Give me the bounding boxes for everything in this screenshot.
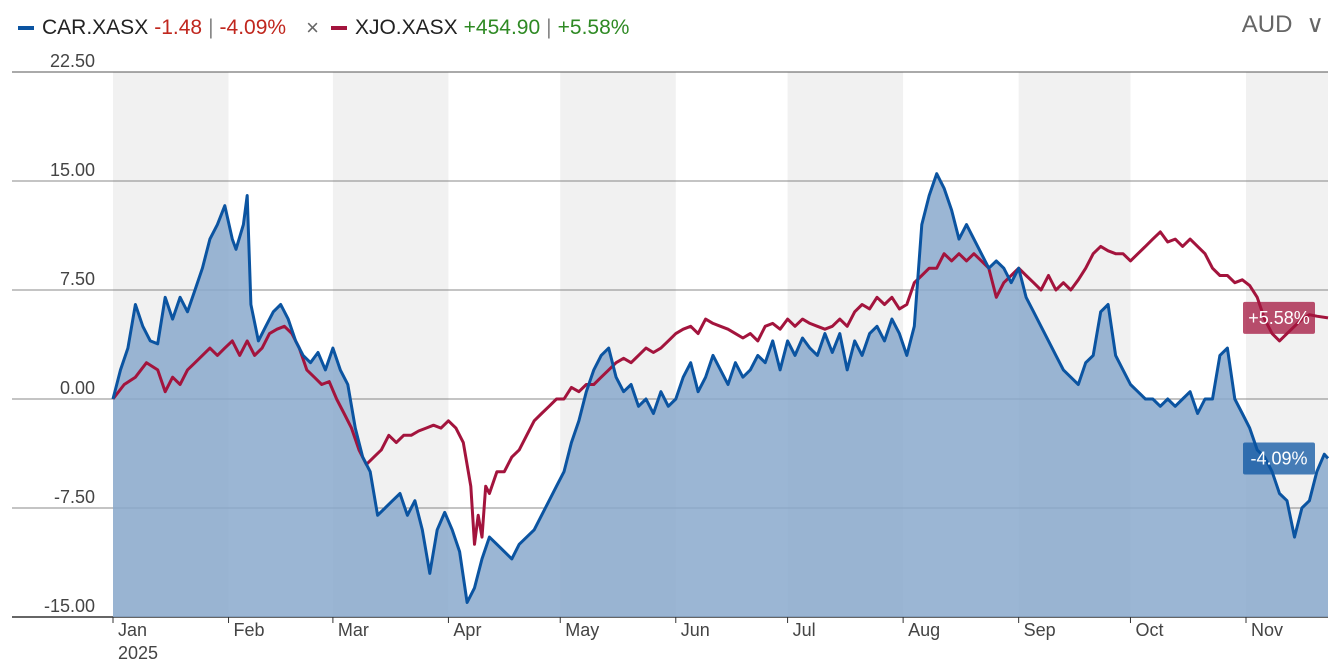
y-tick-label: 15.00 [50,160,95,180]
xjo-series-line [111,230,1329,546]
year-label: 2025 [118,643,158,663]
x-tick-label: Nov [1251,620,1283,640]
x-tick-label: May [565,620,599,640]
car-change-pct: -4.09% [219,16,287,39]
x-tick-label: Sep [1024,620,1056,640]
legend-separator: | [546,16,552,39]
x-tick-label: Feb [234,620,265,640]
remove-comparison-close-icon[interactable]: × [306,15,319,40]
xjo-change: +454.90 [463,16,541,39]
y-tick-label: 7.50 [60,269,95,289]
legend: CAR.XASX -1.48 | -4.09% × XJO.XASX +454.… [18,14,629,42]
car-change: -1.48 [154,16,203,39]
x-tick-label: Mar [338,620,369,640]
xjo-ticker: XJO.XASX [354,16,458,39]
x-tick-label: Jan [118,620,147,640]
xjo-change-pct: +5.58% [557,16,630,39]
currency-selector[interactable]: AUD ∨ [1242,10,1324,39]
car-end-label-bg [1243,442,1315,475]
x-tick-label: Oct [1135,620,1163,640]
chevron-down-icon: ∨ [1306,11,1324,38]
car-series-line [111,172,1330,604]
car-end-label: -4.09% [1250,448,1307,468]
car-ticker: CAR.XASX [42,16,149,39]
legend-separator: | [208,16,214,39]
x-tick-label: Jul [793,620,816,640]
y-tick-label: -15.00 [44,596,95,616]
x-tick-label: Jun [681,620,710,640]
car-swatch [18,26,34,30]
xjo-end-label: +5.58% [1248,308,1310,328]
y-tick-label: 0.00 [60,378,95,398]
xjo-swatch [330,26,347,30]
xjo-end-label-bg [1243,301,1315,334]
y-tick-label: -7.50 [54,487,95,507]
x-tick-label: Apr [453,620,481,640]
x-tick-label: Aug [908,620,940,640]
y-tick-label: 22.50 [50,51,95,71]
currency-label: AUD [1241,10,1293,38]
car-area-fill [113,173,1328,617]
